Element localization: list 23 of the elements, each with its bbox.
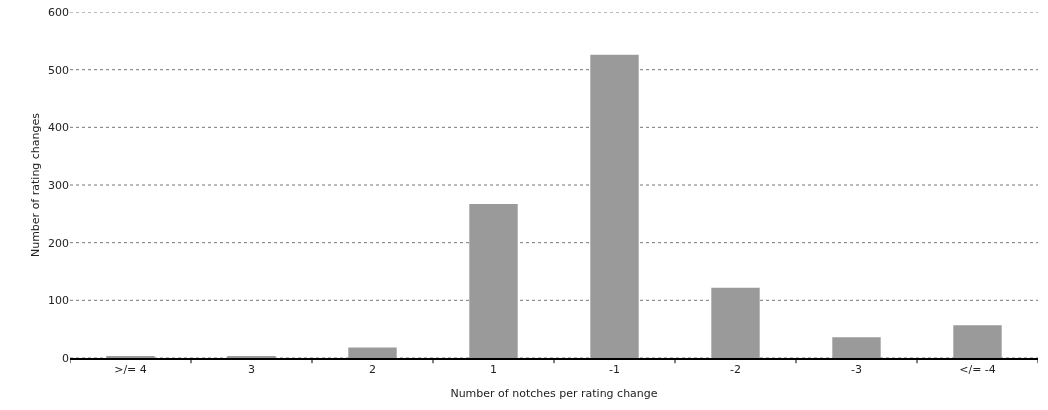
bar: [348, 347, 397, 358]
y-tick-label: 0: [62, 351, 69, 365]
y-tick-label: 600: [48, 5, 69, 19]
bar: [469, 204, 518, 358]
bar: [832, 337, 881, 358]
x-tick-label: -3: [851, 362, 862, 376]
x-tick-label: -1: [609, 362, 620, 376]
bar: [711, 287, 760, 358]
y-tick-label: 500: [48, 63, 69, 77]
x-tick-label: 3: [248, 362, 255, 376]
y-tick-label: 200: [48, 236, 69, 250]
x-tick-label: </= -4: [959, 362, 996, 376]
x-tick-label: 1: [490, 362, 497, 376]
bar: [590, 54, 639, 358]
y-tick-label: 100: [48, 294, 69, 308]
y-axis-title: Number of rating changes: [28, 112, 42, 258]
bar: [953, 325, 1002, 358]
y-tick-label: 300: [48, 178, 69, 192]
x-tick-label: -2: [730, 362, 741, 376]
x-tick-label: 2: [369, 362, 376, 376]
x-axis-title: Number of notches per rating change: [450, 386, 658, 400]
x-tick-label: >/= 4: [114, 362, 147, 376]
y-tick-label: 400: [48, 121, 69, 135]
